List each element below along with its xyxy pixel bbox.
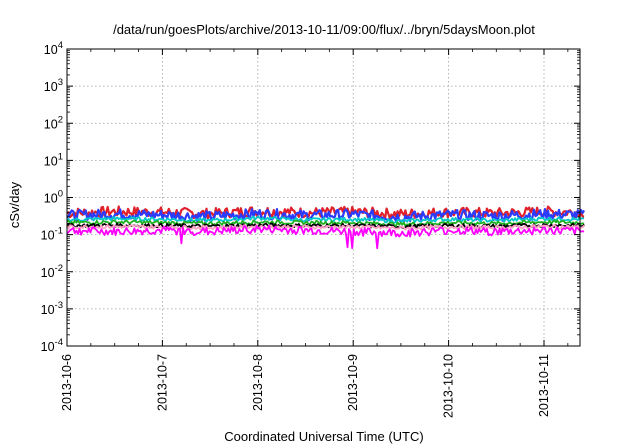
x-tick-label: 2013-10-11 [537,354,551,417]
y-tick-label: 104 [44,40,63,57]
y-tick-label: 100 [44,189,63,206]
y-tick-label: 103 [44,77,63,94]
y-tick-label: 102 [44,114,63,131]
x-tick-label: 2013-10-7 [155,354,169,411]
x-tick-label: 2013-10-6 [60,354,74,411]
y-tick-label: 10-1 [41,226,63,243]
y-tick-label: 10-3 [41,300,63,317]
series-line-2 [66,208,586,223]
x-tick-label: 2013-10-10 [442,354,456,418]
y-tick-label: 10-4 [41,337,63,354]
plot-series [66,205,586,250]
series-line-4 [66,219,585,227]
y-tick-label: 10-2 [41,263,63,280]
grid-lines [67,49,580,346]
chart-title: /data/run/goesPlots/archive/2013-10-11/0… [113,22,535,37]
x-tick-label: 2013-10-8 [251,354,265,411]
x-tick-label: 2013-10-9 [346,354,360,411]
x-axis-label: Coordinated Universal Time (UTC) [224,429,423,444]
series-line-7 [66,224,585,250]
axis-ticks: 10-4 10-3 10-2 10-1 100 101 102 103 104 2013-10-6… [41,40,580,418]
y-axis-label: cSv/day [7,181,22,228]
y-tick-label: 101 [44,151,63,168]
series-line-6 [66,223,585,231]
